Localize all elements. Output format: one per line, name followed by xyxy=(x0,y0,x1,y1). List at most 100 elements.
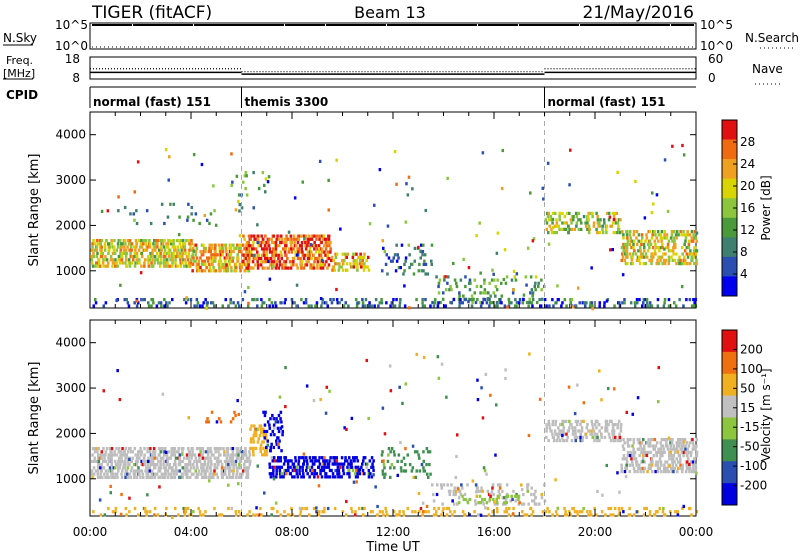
data-cell xyxy=(458,291,461,295)
data-cell xyxy=(108,456,112,460)
data-cell xyxy=(145,472,148,476)
colorbar-swatch xyxy=(722,159,737,179)
data-cell xyxy=(656,304,660,308)
data-cell xyxy=(229,459,233,463)
data-cell xyxy=(307,260,310,264)
x-tick-label: 04:00 xyxy=(174,525,209,539)
data-cell xyxy=(196,301,200,305)
data-cell xyxy=(196,475,199,479)
data-cell xyxy=(303,253,307,257)
data-cell xyxy=(424,208,428,213)
data-cell xyxy=(640,233,644,237)
data-cell xyxy=(440,513,443,517)
data-cell xyxy=(200,262,204,266)
data-cell xyxy=(227,253,230,257)
data-cell xyxy=(673,258,677,262)
data-cell xyxy=(659,441,662,445)
data-cell xyxy=(614,439,617,443)
data-cell xyxy=(693,457,697,461)
data-cell xyxy=(452,261,455,266)
data-cell xyxy=(422,355,426,360)
data-cell xyxy=(367,472,371,476)
data-cell xyxy=(543,298,547,302)
data-cell xyxy=(508,506,511,511)
data-cell xyxy=(122,248,126,252)
data-cell xyxy=(474,502,478,506)
header-radar: TIGER (fitACF) xyxy=(91,3,212,23)
data-cell xyxy=(278,468,282,473)
data-cell xyxy=(230,453,233,457)
data-cell xyxy=(262,250,266,254)
data-cell xyxy=(123,251,126,255)
data-cell xyxy=(103,248,107,252)
data-cell xyxy=(169,472,173,476)
data-cell xyxy=(449,300,452,305)
data-cell xyxy=(357,301,361,305)
data-cell xyxy=(208,266,212,270)
data-cell xyxy=(146,447,150,451)
data-cell xyxy=(266,244,270,248)
data-cell xyxy=(215,420,219,424)
data-cell xyxy=(424,272,427,276)
data-cell xyxy=(204,250,207,254)
data-cell xyxy=(177,255,180,259)
data-cell xyxy=(361,298,364,302)
data-cell xyxy=(503,304,507,308)
data-cell xyxy=(284,456,288,460)
data-cell xyxy=(327,237,331,241)
data-cell xyxy=(670,457,674,461)
data-cell xyxy=(152,450,155,454)
data-cell xyxy=(227,483,230,487)
data-cell xyxy=(177,239,181,243)
data-cell xyxy=(313,240,316,245)
data-cell xyxy=(255,513,258,517)
data-cell xyxy=(236,259,240,263)
data-cell xyxy=(673,466,677,470)
data-cell xyxy=(245,456,249,460)
data-cell xyxy=(117,450,121,454)
data-cell xyxy=(234,413,237,418)
data-cell xyxy=(455,281,458,285)
data-cell xyxy=(428,450,432,454)
data-cell xyxy=(229,298,233,302)
data-cell xyxy=(210,301,213,305)
data-cell xyxy=(425,447,429,451)
data-cell xyxy=(183,258,187,262)
data-cell xyxy=(130,450,133,454)
data-cell xyxy=(107,456,110,460)
data-cell xyxy=(485,301,489,305)
data-cell xyxy=(577,227,581,231)
data-cell xyxy=(639,444,642,448)
data-cell xyxy=(346,465,349,469)
data-cell xyxy=(154,248,157,252)
data-cell xyxy=(327,208,331,212)
data-cell xyxy=(298,472,301,476)
data-cell xyxy=(264,234,267,238)
data-cell xyxy=(157,301,161,305)
data-cell xyxy=(302,301,306,305)
data-cell xyxy=(429,472,432,476)
data-cell xyxy=(305,468,308,473)
data-cell xyxy=(665,246,668,250)
data-cell xyxy=(624,262,628,266)
data-cell xyxy=(154,239,158,243)
data-cell xyxy=(265,240,268,245)
data-cell xyxy=(234,453,238,457)
data-cell xyxy=(100,248,103,252)
data-cell xyxy=(574,432,577,436)
data-cell xyxy=(619,439,622,443)
data-cell xyxy=(247,285,250,290)
data-cell xyxy=(93,450,97,454)
data-cell xyxy=(579,439,583,443)
data-cell xyxy=(603,304,606,308)
data-cell xyxy=(551,211,555,215)
data-cell xyxy=(674,242,677,246)
data-cell xyxy=(522,298,525,302)
data-cell xyxy=(540,278,543,282)
data-cell xyxy=(311,266,314,270)
data-cell xyxy=(638,454,641,458)
nsky-label: N.Sky xyxy=(3,31,37,45)
data-cell xyxy=(590,429,593,433)
data-cell xyxy=(649,460,653,464)
data-cell xyxy=(651,233,654,237)
